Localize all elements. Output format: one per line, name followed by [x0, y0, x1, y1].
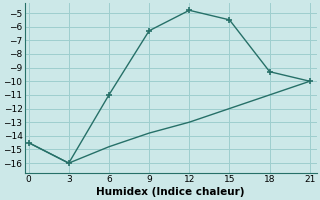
X-axis label: Humidex (Indice chaleur): Humidex (Indice chaleur) [96, 187, 245, 197]
